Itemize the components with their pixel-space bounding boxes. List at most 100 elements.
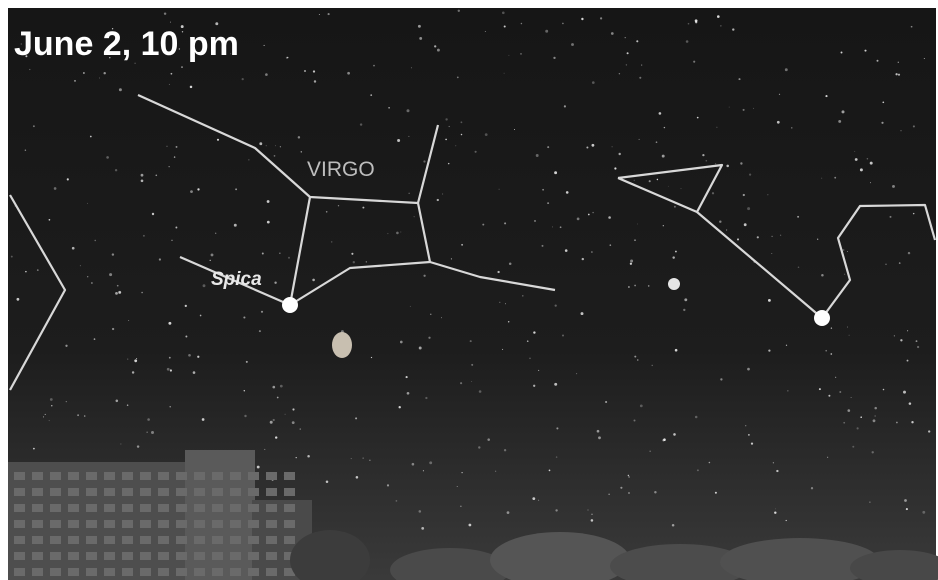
star	[170, 369, 172, 371]
star	[288, 257, 290, 259]
star	[899, 262, 901, 264]
star	[197, 356, 199, 358]
star	[726, 165, 729, 168]
star	[355, 417, 357, 419]
star	[839, 391, 841, 393]
window	[14, 472, 25, 480]
star	[437, 49, 440, 52]
star	[99, 77, 100, 78]
star	[798, 266, 800, 268]
star	[674, 206, 676, 208]
star	[720, 378, 722, 380]
window	[32, 568, 43, 576]
star	[542, 189, 544, 191]
planet	[668, 278, 680, 290]
star	[155, 174, 157, 176]
window	[140, 504, 151, 512]
star	[683, 309, 685, 311]
star	[586, 146, 588, 148]
star	[128, 320, 129, 321]
window	[122, 504, 133, 512]
window	[50, 568, 61, 576]
star	[907, 330, 908, 331]
star	[455, 145, 456, 146]
star	[536, 154, 539, 157]
star	[273, 419, 275, 421]
star	[928, 430, 930, 432]
star	[686, 40, 689, 43]
spica-star	[282, 297, 298, 313]
window	[158, 568, 169, 576]
star	[143, 235, 145, 237]
star	[159, 258, 161, 260]
star	[185, 305, 187, 307]
window	[14, 536, 25, 544]
star	[771, 253, 772, 254]
star	[119, 292, 120, 293]
star	[120, 444, 121, 445]
window	[284, 472, 295, 480]
window	[194, 568, 205, 576]
window	[194, 536, 205, 544]
window	[86, 536, 97, 544]
star	[458, 10, 460, 12]
window	[140, 472, 151, 480]
window	[284, 504, 295, 512]
window	[104, 472, 115, 480]
star	[732, 28, 734, 30]
star	[556, 427, 558, 429]
star	[406, 376, 408, 378]
window	[248, 536, 259, 544]
star	[141, 292, 143, 294]
star	[437, 199, 439, 201]
star	[533, 331, 535, 333]
star	[913, 213, 914, 214]
window	[104, 488, 115, 496]
window	[158, 504, 169, 512]
star	[529, 357, 531, 359]
window	[212, 536, 223, 544]
star	[855, 158, 858, 161]
star	[49, 219, 51, 221]
star	[119, 88, 122, 91]
star	[553, 57, 555, 59]
page: {"title": "June 2, 10 pm", "labels": {"c…	[0, 0, 938, 580]
window	[212, 520, 223, 528]
star	[461, 121, 463, 123]
window	[284, 488, 295, 496]
star	[197, 188, 199, 190]
star	[396, 500, 398, 502]
window	[32, 552, 43, 560]
star	[872, 451, 874, 453]
window	[158, 536, 169, 544]
star	[94, 338, 96, 340]
window	[194, 488, 205, 496]
window	[212, 488, 223, 496]
star	[844, 274, 845, 275]
star	[45, 414, 46, 415]
star	[626, 64, 627, 65]
star	[636, 40, 638, 42]
star	[430, 314, 431, 315]
star	[90, 136, 92, 138]
star	[693, 61, 695, 63]
window	[140, 552, 151, 560]
star	[917, 346, 919, 348]
star	[877, 60, 879, 62]
star	[748, 434, 750, 436]
star	[870, 162, 873, 165]
star	[847, 327, 848, 328]
star	[33, 448, 35, 450]
star	[847, 251, 848, 252]
star	[244, 390, 245, 391]
window	[122, 568, 133, 576]
star	[370, 94, 372, 96]
star	[591, 251, 593, 253]
star	[264, 45, 265, 46]
star	[619, 73, 620, 74]
star	[314, 80, 316, 82]
star	[576, 373, 577, 374]
star	[507, 511, 510, 514]
star	[115, 292, 118, 295]
star	[471, 381, 472, 382]
